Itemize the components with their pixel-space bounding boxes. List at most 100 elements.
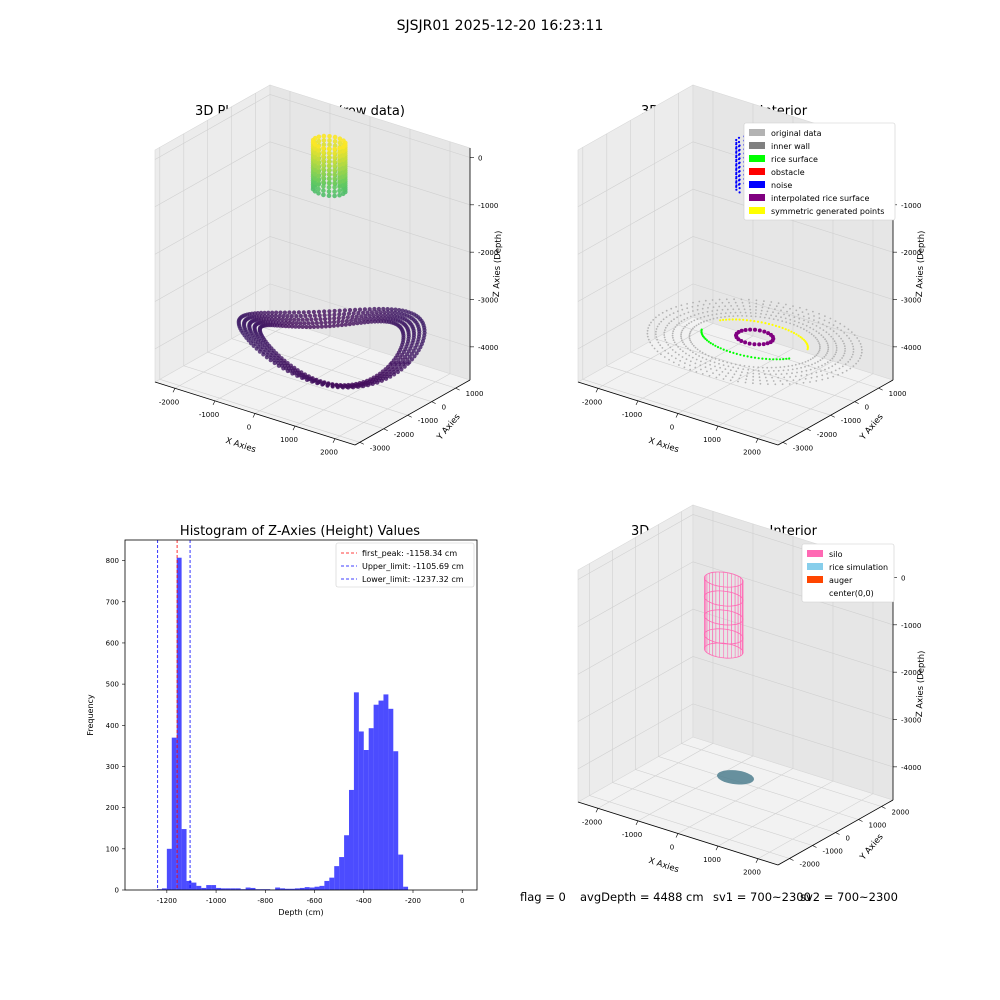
p1-point — [341, 315, 346, 320]
p2-point-original — [674, 351, 677, 354]
p2-point-original — [760, 312, 762, 315]
p2-point-original — [752, 375, 755, 378]
p2-point-original — [805, 329, 808, 332]
p2-point-original — [825, 340, 828, 343]
p1-point — [342, 312, 347, 317]
p1-point — [396, 311, 401, 316]
p1-point — [316, 169, 321, 175]
p2-point-original — [768, 317, 771, 320]
p2-point-original — [784, 317, 787, 320]
p2-point-original — [704, 366, 707, 369]
p2-point-original — [774, 383, 777, 386]
p2-point-original — [796, 325, 799, 328]
p2-point-original — [742, 368, 745, 370]
panel3-histogram: -1200 -1000 -800 -600 -400 -200 0 0 100 200 300 400… — [86, 539, 478, 917]
p4-x-tick-label: 2000 — [743, 869, 761, 877]
p2-point-original — [834, 363, 837, 366]
p1-point — [393, 307, 398, 312]
p4-y-tick — [835, 832, 840, 835]
p2-point-original — [819, 327, 821, 329]
p1-point — [312, 159, 318, 164]
p2-point-original — [683, 366, 686, 369]
p2-point-original — [701, 356, 704, 359]
p2-point-original — [845, 369, 848, 372]
p2-point-original — [696, 308, 699, 311]
p2-point-original — [688, 322, 690, 325]
p3-y-tick-label: 200 — [106, 804, 119, 812]
p2-point-interp — [753, 327, 757, 332]
p2-point-original — [842, 354, 845, 357]
p2-legend-swatch — [749, 207, 765, 214]
p2-point-original — [670, 307, 673, 310]
p3-x-axis-label: Depth (cm) — [278, 908, 323, 917]
p4-grid-x — [717, 549, 834, 847]
p2-legend-label: noise — [771, 181, 792, 190]
p2-point-symmetric — [802, 338, 805, 341]
p2-point-noise — [738, 187, 741, 190]
p1-point — [306, 321, 311, 326]
p1-point — [306, 310, 311, 315]
p2-point-noise — [735, 188, 738, 191]
p1-point — [248, 341, 254, 346]
p2-point-original — [681, 329, 684, 332]
p2-point-original — [759, 316, 762, 318]
p2-x-axis-label: X Axies — [647, 436, 680, 455]
p2-point-original — [676, 310, 679, 313]
p2-point-original — [770, 366, 773, 369]
p2-point-noise — [735, 146, 738, 149]
p1-grid-y — [159, 147, 360, 443]
p1-point — [321, 154, 326, 159]
p2-point-original — [837, 373, 839, 376]
p1-point — [332, 159, 337, 165]
p2-point-original — [822, 336, 825, 339]
p2-point-original — [679, 314, 682, 317]
p1-point — [327, 312, 332, 318]
p2-point-original — [705, 358, 708, 361]
p2-point-original — [683, 313, 686, 315]
p2-point-original — [701, 351, 704, 354]
p1-point — [266, 313, 271, 319]
p1-point — [326, 150, 332, 156]
p2-point-symmetric — [781, 326, 784, 330]
p2-point-original — [788, 383, 791, 385]
p2-point-original — [841, 371, 844, 374]
p3-bar — [329, 877, 335, 890]
p2-point-original — [810, 333, 813, 336]
p1-point — [353, 318, 358, 323]
p2-point-original — [656, 325, 659, 328]
p2-point-original — [660, 353, 662, 356]
p1-point — [337, 175, 342, 181]
p2-point-original — [738, 308, 740, 311]
p2-point-original — [832, 375, 835, 378]
p1-point — [312, 184, 318, 190]
p2-point-original — [674, 357, 677, 360]
p2-point-original — [653, 347, 656, 350]
p2-point-original — [783, 365, 786, 368]
p2-point-original — [689, 364, 691, 367]
p3-bar — [309, 887, 315, 890]
p2-point-original — [709, 318, 711, 321]
p1-point — [323, 324, 328, 329]
p1-point — [371, 313, 376, 318]
p1-grid-y — [183, 133, 384, 430]
p3-bar — [363, 750, 369, 890]
p2-point-original — [741, 301, 744, 304]
p4-legend-label: center(0,0) — [829, 589, 874, 598]
p2-point-original — [798, 363, 801, 365]
p2-point-original — [654, 333, 657, 336]
p2-point-original — [736, 315, 739, 317]
p3-bar — [388, 708, 394, 890]
p3-bar — [166, 848, 172, 890]
p2-point-original — [709, 363, 711, 366]
p2-point-original — [691, 343, 694, 345]
p2-point-symmetric — [797, 334, 800, 337]
p2-point-symmetric — [790, 330, 793, 333]
p1-point — [337, 184, 342, 189]
p2-point-original — [683, 318, 686, 321]
p1-point — [401, 361, 406, 366]
p1-point — [274, 310, 279, 315]
p2-point-original — [824, 363, 826, 365]
p2-point-original — [715, 302, 717, 305]
p2-point-original — [689, 330, 692, 333]
p2-point-original — [706, 319, 708, 322]
